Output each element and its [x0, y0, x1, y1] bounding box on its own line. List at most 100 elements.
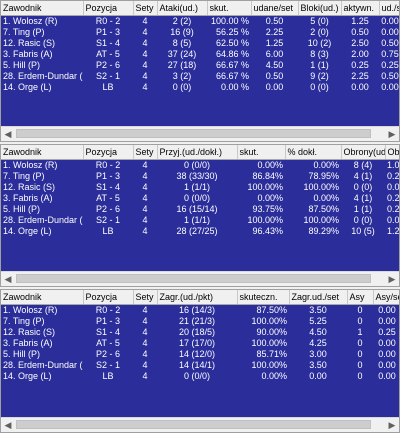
- table-row[interactable]: 28. Erdem-Dundar (S) S2 - 1 4 1 (1/1) 100.00…: [1, 215, 399, 226]
- scroll-right-icon[interactable]: ▶: [388, 419, 396, 430]
- efficiency-cell: 100.00%: [247, 182, 283, 192]
- reception-stats-table: Zawodnik Pozycja Sety Przyj.(ud./dokł.) …: [1, 145, 399, 272]
- player-cell: 12. Rasic (S): [3, 182, 56, 192]
- serves-cell: 21 (21/3): [178, 316, 216, 326]
- attacks-cell: 2 (2): [172, 16, 192, 26]
- table-row[interactable]: 14. Orge (L) LB 4 0 (0/0) 0.00% 0.00 0 0.00: [1, 371, 399, 382]
- table-row[interactable]: 14. Orge (L) LB 4 28 (27/25) 96.43% 89.29% 10 …: [1, 226, 399, 237]
- defense-cell: 4 (1): [353, 171, 373, 181]
- column-header[interactable]: Zawodnik: [1, 145, 84, 160]
- scroll-right-icon[interactable]: ▶: [388, 128, 396, 139]
- defense-per-set-cell: 0.25: [387, 204, 399, 214]
- table-row[interactable]: 3. Fabris (A) AT - 5 4 0 (0/0) 0.00% 0.00% 4 (…: [1, 193, 399, 204]
- table-row[interactable]: 28. Erdem-Dundar (S) S2 - 1 4 3 (2) 66.67 % 0…: [1, 71, 399, 82]
- aces-cell: 0: [357, 305, 363, 315]
- activity-cell: 0.25: [351, 60, 369, 70]
- blocks-per-set-cell: 0.00: [381, 82, 399, 92]
- defense-cell: 1 (1): [353, 204, 373, 214]
- table-row[interactable]: 1. Wolosz (R) R0 - 2 4 16 (14/3) 87.50% 3.50 0…: [1, 305, 399, 317]
- horizontal-scrollbar[interactable]: ◀ ▶: [1, 126, 399, 141]
- table-row[interactable]: 14. Orge (L) LB 4 0 (0) 0.00 % 0.00 0 (0) 0.00 0…: [1, 82, 399, 93]
- player-cell: 5. Hill (P): [3, 349, 41, 359]
- sets-cell: 4: [142, 38, 148, 48]
- table-row[interactable]: 3. Fabris (A) AT - 5 4 17 (17/0) 100.00% 4.25…: [1, 338, 399, 349]
- column-header[interactable]: udane/set: [251, 1, 299, 16]
- column-header[interactable]: Ataki(ud.): [157, 1, 208, 16]
- position-cell: P1 - 3: [95, 27, 120, 37]
- column-header[interactable]: Pozycja: [83, 145, 134, 160]
- activity-cell: 1.25: [351, 16, 369, 26]
- position-cell: LB: [102, 371, 114, 381]
- sets-cell: 4: [142, 60, 148, 70]
- scrollbar-thumb[interactable]: [16, 129, 371, 138]
- scroll-left-icon[interactable]: ◀: [4, 128, 12, 139]
- table-row[interactable]: 12. Rasic (S) S1 - 4 4 1 (1/1) 100.00% 100.00…: [1, 182, 399, 193]
- efficiency-cell: 100.00%: [251, 338, 287, 348]
- column-header[interactable]: Sety: [133, 1, 158, 16]
- success-per-set-cell: 6.00: [265, 49, 284, 59]
- accuracy-cell: 0.00%: [313, 160, 339, 170]
- sets-cell: 4: [142, 215, 148, 225]
- column-header[interactable]: Asy/set: [373, 290, 399, 305]
- table-row[interactable]: 28. Erdem-Dundar (S) S2 - 1 4 14 (14/1) 100.…: [1, 360, 399, 371]
- defense-cell: 0 (0): [353, 182, 373, 192]
- table-row[interactable]: 1. Wolosz (R) R0 - 2 4 0 (0/0) 0.00% 0.00% 8 (…: [1, 160, 399, 172]
- efficiency-cell: 100.00%: [247, 215, 283, 225]
- table-row[interactable]: 12. Rasic (S) S1 - 4 4 20 (18/5) 90.00% 4.50 1…: [1, 327, 399, 338]
- player-cell: 7. Ting (P): [3, 171, 45, 181]
- column-header[interactable]: Sety: [133, 290, 158, 305]
- column-header[interactable]: Pozycja: [83, 1, 134, 16]
- column-header[interactable]: aktywn.: [341, 1, 380, 16]
- column-header[interactable]: Pozycja: [83, 290, 134, 305]
- scroll-right-icon[interactable]: ▶: [388, 273, 396, 284]
- position-cell: S1 - 4: [95, 38, 120, 48]
- column-header[interactable]: skut.: [207, 1, 252, 16]
- column-header[interactable]: skuteczn.: [237, 290, 290, 305]
- table-row[interactable]: 5. Hill (P) P2 - 6 4 27 (18) 66.67 % 4.50 1 (1…: [1, 60, 399, 71]
- scroll-left-icon[interactable]: ◀: [4, 273, 12, 284]
- column-header[interactable]: Zagr.(ud./pkt): [157, 290, 238, 305]
- horizontal-scrollbar[interactable]: ◀ ▶: [1, 417, 399, 432]
- column-header[interactable]: Zawodnik: [1, 290, 84, 305]
- position-cell: P1 - 3: [95, 171, 120, 181]
- scroll-left-icon[interactable]: ◀: [4, 419, 12, 430]
- table-row[interactable]: 5. Hill (P) P2 - 6 4 14 (12/0) 85.71% 3.00 0 0.…: [1, 349, 399, 360]
- table-row[interactable]: 7. Ting (P) P1 - 3 4 38 (33/30) 86.84% 78.95%…: [1, 171, 399, 182]
- column-header[interactable]: Obr./se: [385, 145, 399, 160]
- blocks-per-set-cell: 0.50: [381, 38, 399, 48]
- table-row[interactable]: 5. Hill (P) P2 - 6 4 16 (15/14) 93.75% 87.50%…: [1, 204, 399, 215]
- scrollbar-thumb[interactable]: [16, 274, 371, 283]
- table-row[interactable]: 7. Ting (P) P1 - 3 4 21 (21/3) 100.00% 5.25 0 0…: [1, 316, 399, 327]
- table-row[interactable]: 1. Wolosz (R) R0 - 2 4 2 (2) 100.00 % 0.50 5 (…: [1, 16, 399, 28]
- table-row[interactable]: 3. Fabris (A) AT - 5 4 37 (24) 64.86 % 6.00 8 …: [1, 49, 399, 60]
- sets-cell: 4: [142, 49, 148, 59]
- reception-cell: 1 (1/1): [183, 182, 210, 192]
- column-header[interactable]: % dokł.: [285, 145, 342, 160]
- blocks-per-set-cell: 0.75: [381, 49, 399, 59]
- column-header[interactable]: Zagr.ud./set: [289, 290, 348, 305]
- table-row[interactable]: 12. Rasic (S) S1 - 4 4 8 (5) 62.50 % 1.25 10 (…: [1, 38, 399, 49]
- table-row[interactable]: 7. Ting (P) P1 - 3 4 16 (9) 56.25 % 2.25 2 (0)…: [1, 27, 399, 38]
- blocks-cell: 1 (1): [310, 60, 329, 70]
- serves-per-set-cell: 4.50: [309, 327, 327, 337]
- column-header[interactable]: Zawodnik: [1, 1, 84, 16]
- player-cell: 12. Rasic (S): [3, 327, 56, 337]
- column-header[interactable]: Asy: [347, 290, 374, 305]
- column-header[interactable]: ud./set: [379, 1, 399, 16]
- player-cell: 1. Wolosz (R): [3, 305, 58, 315]
- sets-cell: 4: [142, 316, 148, 326]
- horizontal-scrollbar[interactable]: ◀ ▶: [1, 271, 399, 286]
- defense-per-set-cell: 0.00: [387, 215, 399, 225]
- position-cell: AT - 5: [96, 49, 120, 59]
- column-header[interactable]: Obrony(ud.): [341, 145, 386, 160]
- column-header[interactable]: Przyj.(ud./dokł.): [157, 145, 238, 160]
- column-header[interactable]: Bloki(ud.): [298, 1, 342, 16]
- defense-cell: 10 (5): [351, 226, 375, 236]
- attacks-cell: 37 (24): [167, 49, 197, 59]
- column-header[interactable]: skut.: [237, 145, 286, 160]
- scrollbar-thumb[interactable]: [16, 420, 371, 429]
- efficiency-cell: 56.25 %: [215, 27, 249, 37]
- column-header[interactable]: Sety: [133, 145, 158, 160]
- blocks-cell: 0 (0): [310, 82, 329, 92]
- player-cell: 28. Erdem-Dundar (S): [3, 71, 83, 81]
